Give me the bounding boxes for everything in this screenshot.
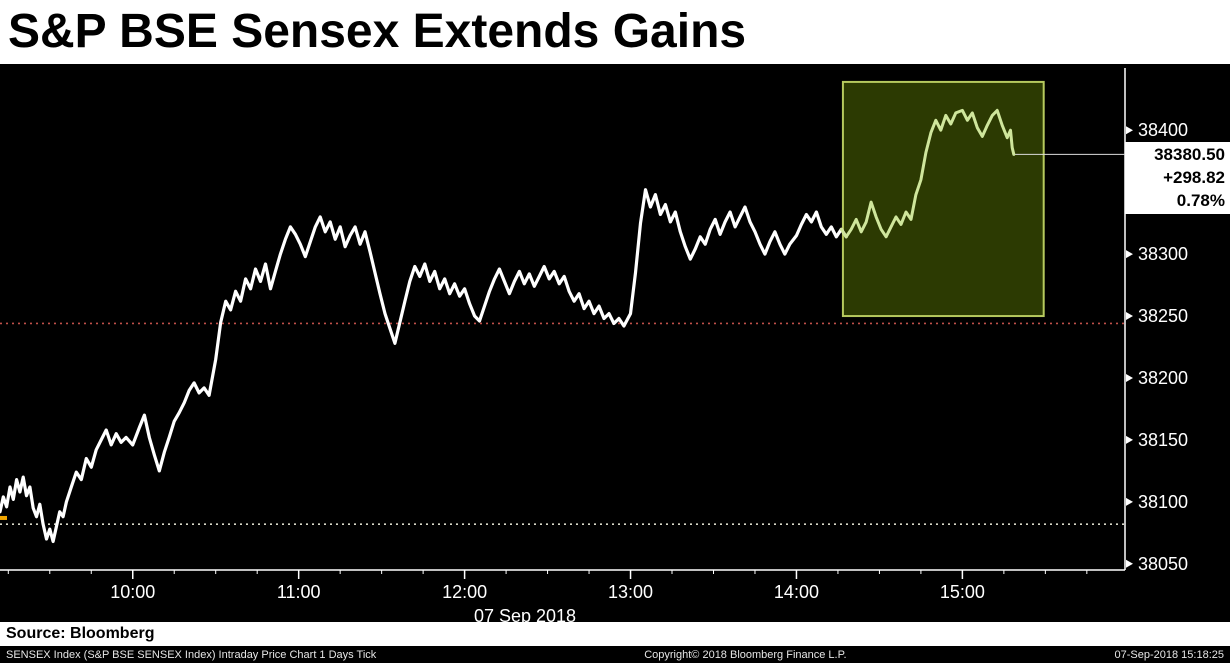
y-tick-arrow	[1126, 312, 1133, 321]
source-strip: Source: Bloomberg	[0, 622, 1230, 646]
y-tick-arrow	[1126, 373, 1133, 382]
x-tick-label: 14:00	[774, 582, 819, 602]
date-label: 07 Sep 2018	[474, 606, 576, 622]
y-tick-label: 38250	[1138, 306, 1188, 326]
price-chart-svg[interactable]: 38400 38300 38250 38200 38150 38100 38050 10:00…	[0, 64, 1230, 622]
highlight-region	[841, 80, 1045, 318]
x-tick-label: 11:00	[277, 582, 321, 602]
chart-region: 38400 38300 38250 38200 38150 38100 38050 10:00…	[0, 64, 1230, 622]
source-label: Source: Bloomberg	[6, 625, 155, 642]
y-tick-arrow	[1126, 250, 1133, 259]
chart-description-label: SENSEX Index (S&P BSE SENSEX Index) Intr…	[6, 648, 377, 661]
open-marker	[0, 515, 7, 520]
x-tick-label: 13:00	[608, 582, 653, 602]
y-tick-arrow	[1126, 126, 1133, 135]
y-tick-label: 38200	[1138, 368, 1188, 388]
percent-change-label: 0.78%	[1176, 191, 1225, 210]
timestamp-label: 07-Sep-2018 15:18:25	[1114, 648, 1224, 661]
y-tick-arrow	[1126, 559, 1133, 568]
price-line-highlighted	[839, 108, 1016, 239]
y-tick-label: 38300	[1138, 244, 1188, 264]
page-title: S&P BSE Sensex Extends Gains	[8, 4, 747, 58]
x-tick-label: 15:00	[940, 582, 985, 602]
last-price-label: 38380.50	[1154, 145, 1225, 164]
y-tick-label: 38100	[1138, 492, 1188, 512]
y-tick-label: 38150	[1138, 430, 1188, 450]
quote-box: 38380.50 +298.82 0.78%	[1125, 142, 1230, 214]
y-tick-arrow	[1126, 435, 1133, 444]
price-line	[0, 188, 848, 544]
copyright-label: Copyright© 2018 Bloomberg Finance L.P.	[644, 648, 847, 661]
x-tick-label: 12:00	[442, 582, 487, 602]
y-tick-label: 38050	[1138, 554, 1188, 574]
x-tick-label: 10:00	[110, 582, 155, 602]
bottom-bar: SENSEX Index (S&P BSE SENSEX Index) Intr…	[0, 646, 1230, 663]
y-tick-label: 38400	[1138, 120, 1188, 140]
price-change-label: +298.82	[1163, 168, 1225, 187]
y-tick-arrow	[1126, 497, 1133, 506]
chart-header: S&P BSE Sensex Extends Gains	[0, 0, 1230, 64]
